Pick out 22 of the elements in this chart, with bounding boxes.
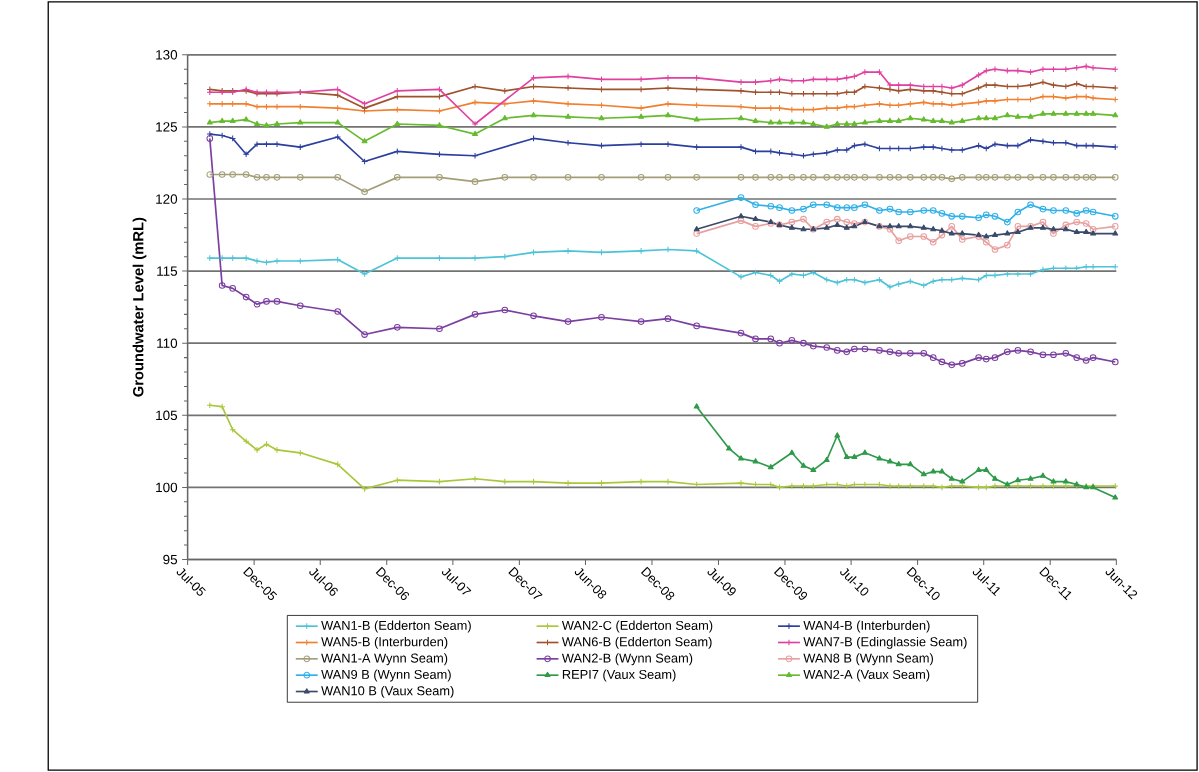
- legend-label: WAN8 B (Wynn Seam): [803, 653, 933, 666]
- y-tick-label: 100: [156, 482, 178, 493]
- y-tick-label: 95: [163, 554, 178, 565]
- y-tick-label: 125: [156, 122, 178, 132]
- y-axis-title: Groundwater Level (mRL): [132, 217, 147, 397]
- y-tick-label: 120: [156, 194, 178, 204]
- legend-label: WAN10 B (Vaux Seam): [321, 685, 454, 698]
- legend-label: WAN1-A Wynn Seam): [321, 653, 448, 666]
- y-tick-label: 110: [157, 338, 178, 348]
- legend-label: WAN1-B (Edderton Seam): [321, 620, 471, 633]
- legend-label: WAN2-A (Vaux Seam): [803, 669, 930, 682]
- y-tick-label: 130: [156, 50, 178, 60]
- legend-label: WAN4-B (Interburden): [803, 620, 930, 633]
- legend-label: WAN5-B (Interburden): [321, 636, 448, 649]
- legend-label: WAN6-B (Edderton Seam): [561, 636, 712, 649]
- legend-label: WAN9 B (Wynn Seam): [321, 669, 451, 682]
- y-tick-label: 105: [156, 410, 178, 421]
- y-tick-label: 115: [157, 266, 178, 276]
- legend-label: WAN7-B (Edinglassie Seam): [803, 636, 967, 649]
- legend-label: WAN2-C (Edderton Seam): [561, 620, 713, 633]
- legend-label: REPI7 (Vaux Seam): [562, 669, 676, 682]
- legend-label: WAN2-B (Wynn Seam): [561, 653, 693, 666]
